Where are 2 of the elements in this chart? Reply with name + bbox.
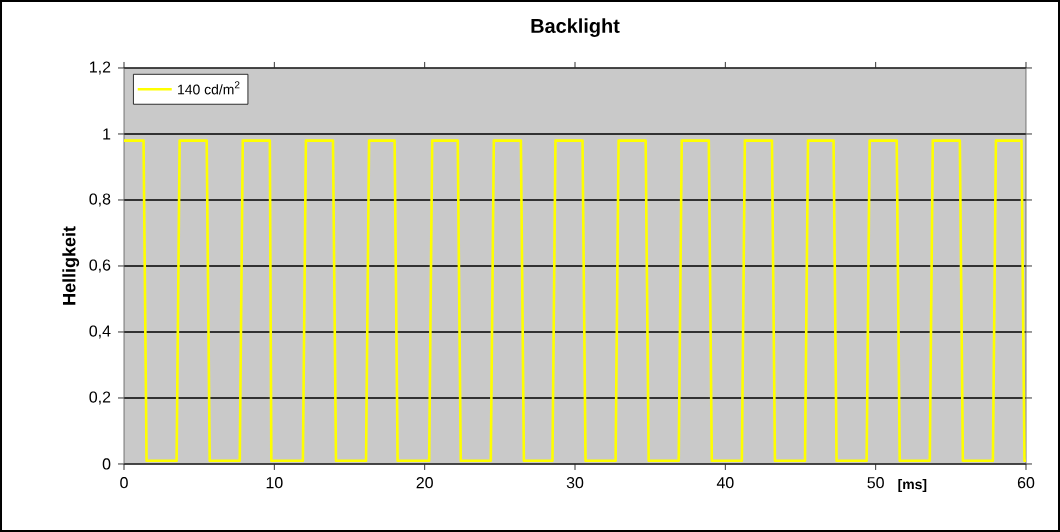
y-axis-title: Helligkeit <box>62 226 80 305</box>
chart-title: Backlight <box>531 18 620 37</box>
